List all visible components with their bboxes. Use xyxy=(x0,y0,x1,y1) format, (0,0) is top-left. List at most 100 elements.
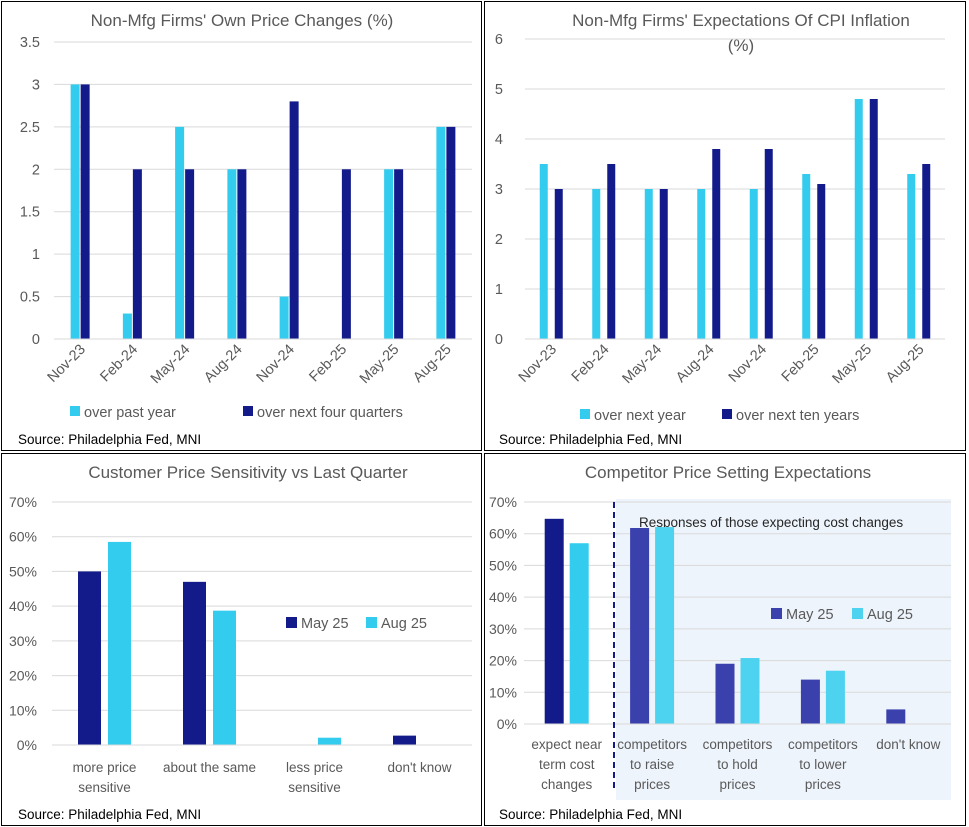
chart-title: Customer Price Sensitivity vs Last Quart… xyxy=(88,463,408,482)
competitor-price-setting-svg: Competitor Price Setting Expectations 0%… xyxy=(489,463,951,822)
x-tick-label-line: changes xyxy=(541,777,592,792)
bar-over-next-year-nov-24 xyxy=(749,189,758,339)
x-tick-label-line: sensitive xyxy=(288,780,341,795)
y-tick-label: 1.5 xyxy=(20,205,40,221)
own-price-changes-chart: Non-Mfg Firms' Own Price Changes (%) 0 0.… xyxy=(1,1,482,451)
legend-swatch-next-ten-years xyxy=(722,409,732,419)
x-tick-label-line: prices xyxy=(805,777,841,792)
y-tick-label: 4 xyxy=(495,132,503,148)
bar-aug-25-about-the-same xyxy=(213,610,236,745)
x-tick-label: May-25 xyxy=(830,342,876,388)
bar-over-past-year-aug-24 xyxy=(227,169,237,339)
bar-over-next-ten-years-aug-24 xyxy=(712,149,721,339)
bar-over-next-four-quarters-may-25 xyxy=(394,169,404,339)
y-tick-label: 5 xyxy=(495,82,503,98)
legend-swatch-past-year xyxy=(70,406,80,416)
y-tick-label: 10% xyxy=(489,684,517,700)
bar-over-next-four-quarters-nov-23 xyxy=(80,84,90,339)
bar-over-next-four-quarters-feb-24 xyxy=(132,169,142,339)
y-tick-label: 0% xyxy=(497,716,517,732)
bar-over-next-four-quarters-aug-25 xyxy=(446,126,456,339)
bar-aug-25-competitors-to-raise-prices xyxy=(655,527,675,724)
legend-label-may-25: May 25 xyxy=(301,616,349,632)
bar-over-next-year-may-25 xyxy=(854,99,863,339)
bar-over-next-four-quarters-aug-24 xyxy=(237,169,247,339)
y-tick-label: 0 xyxy=(495,332,503,348)
x-tick-label: Feb-24 xyxy=(569,342,613,386)
y-tick-label: 10% xyxy=(9,702,37,718)
y-tick-label: 30% xyxy=(9,633,37,649)
chart-title-line-1: Non-Mfg Firms' Expectations Of CPI Infla… xyxy=(572,11,910,30)
bar-over-next-four-quarters-feb-25 xyxy=(341,169,351,339)
customer-price-sensitivity-svg: Customer Price Sensitivity vs Last Quart… xyxy=(9,463,472,822)
x-tick-label-line: sensitive xyxy=(78,780,131,795)
chart-title: Non-Mfg Firms' Own Price Changes (%) xyxy=(91,11,394,30)
x-tick-label-line: don't know xyxy=(876,737,940,752)
bar-over-next-ten-years-aug-25 xyxy=(922,164,931,339)
bar-over-next-ten-years-feb-25 xyxy=(817,184,826,339)
y-tick-label: 0 xyxy=(32,332,40,348)
y-tick-label: 3 xyxy=(495,182,503,198)
bar-over-next-year-nov-23 xyxy=(539,164,548,339)
x-tick-label: about the same xyxy=(163,760,256,775)
y-tick-label: 0.5 xyxy=(20,290,40,306)
x-tick-label-line: expect near xyxy=(531,737,602,752)
bar-over-next-year-feb-25 xyxy=(802,174,811,339)
x-tick-label: Nov-24 xyxy=(254,342,298,386)
x-tick-label: Aug-24 xyxy=(201,342,245,386)
y-tick-label: 50% xyxy=(9,563,37,579)
bar-over-next-year-may-24 xyxy=(644,189,653,339)
annotation-text: Responses of those expecting cost change… xyxy=(639,515,903,530)
x-tick-label-line: more price xyxy=(73,760,137,775)
bar-may-25-competitors-to-raise-prices xyxy=(630,528,650,724)
bar-may-25-don-t-know xyxy=(393,735,416,745)
legend-swatch-next-four-quarters xyxy=(243,406,253,416)
bar-over-past-year-may-25 xyxy=(384,169,394,339)
x-tick-label-line: about the same xyxy=(163,760,256,775)
bar-over-past-year-nov-24 xyxy=(279,296,289,339)
bar-over-next-ten-years-nov-24 xyxy=(764,149,773,339)
bar-may-25-competitors-to-hold-prices xyxy=(715,663,735,724)
x-tick-label-line: prices xyxy=(719,777,755,792)
source-note: Source: Philadelphia Fed, MNI xyxy=(18,432,201,447)
chart-title: Competitor Price Setting Expectations xyxy=(585,463,871,482)
x-tick-label-line: to hold xyxy=(717,757,758,772)
legend-label-may-25: May 25 xyxy=(786,607,834,623)
x-tick-label: Aug-25 xyxy=(883,342,927,386)
bar-may-25-more-price-sensitive xyxy=(78,571,101,745)
bar-over-next-year-feb-24 xyxy=(592,189,601,339)
y-tick-label: 60% xyxy=(489,526,517,542)
x-tick-label-line: competitors xyxy=(788,737,858,752)
x-tick-label-line: to raise xyxy=(630,757,674,772)
bar-over-next-ten-years-may-25 xyxy=(869,99,878,339)
bar-over-next-ten-years-feb-24 xyxy=(607,164,616,339)
chart-title-line-2: (%) xyxy=(728,36,754,55)
legend-label-next-year: over next year xyxy=(594,408,686,424)
legend-label-past-year: over past year xyxy=(84,405,176,421)
y-tick-label: 20% xyxy=(489,653,517,669)
x-tick-label: expect near term cost changes xyxy=(531,737,602,792)
bar-aug-25-competitors-to-lower-prices xyxy=(825,670,845,724)
y-tick-label: 70% xyxy=(9,494,37,510)
bar-over-past-year-nov-23 xyxy=(70,84,80,339)
x-tick-label: Aug-24 xyxy=(673,342,717,386)
bar-may-25-don-t-know xyxy=(886,709,906,724)
bar-aug-25-less-price-sensitive xyxy=(318,737,341,745)
x-tick-label: Feb-25 xyxy=(779,342,823,386)
y-tick-label: 0% xyxy=(17,737,37,753)
y-tick-label: 1 xyxy=(32,247,40,263)
bar-may-25-competitors-to-lower-prices xyxy=(800,679,820,724)
bar-over-next-ten-years-nov-23 xyxy=(554,189,563,339)
y-tick-label: 3.5 xyxy=(20,35,40,51)
legend-label-next-four-quarters: over next four quarters xyxy=(257,405,403,421)
x-tick-label: May-24 xyxy=(620,342,666,388)
y-tick-label: 2.5 xyxy=(20,120,40,136)
x-tick-label-line: don't know xyxy=(387,760,451,775)
legend-swatch-next-year xyxy=(580,409,590,419)
x-tick-label-line: prices xyxy=(634,777,670,792)
x-tick-label: more price sensitive xyxy=(73,760,137,795)
x-tick-label: less price sensitive xyxy=(286,760,343,795)
x-tick-label: competitors to lower prices xyxy=(788,737,858,792)
cpi-expectations-chart: Non-Mfg Firms' Expectations Of CPI Infla… xyxy=(484,1,966,451)
bar-aug-25-expect-near-term-cost-changes xyxy=(569,543,589,724)
